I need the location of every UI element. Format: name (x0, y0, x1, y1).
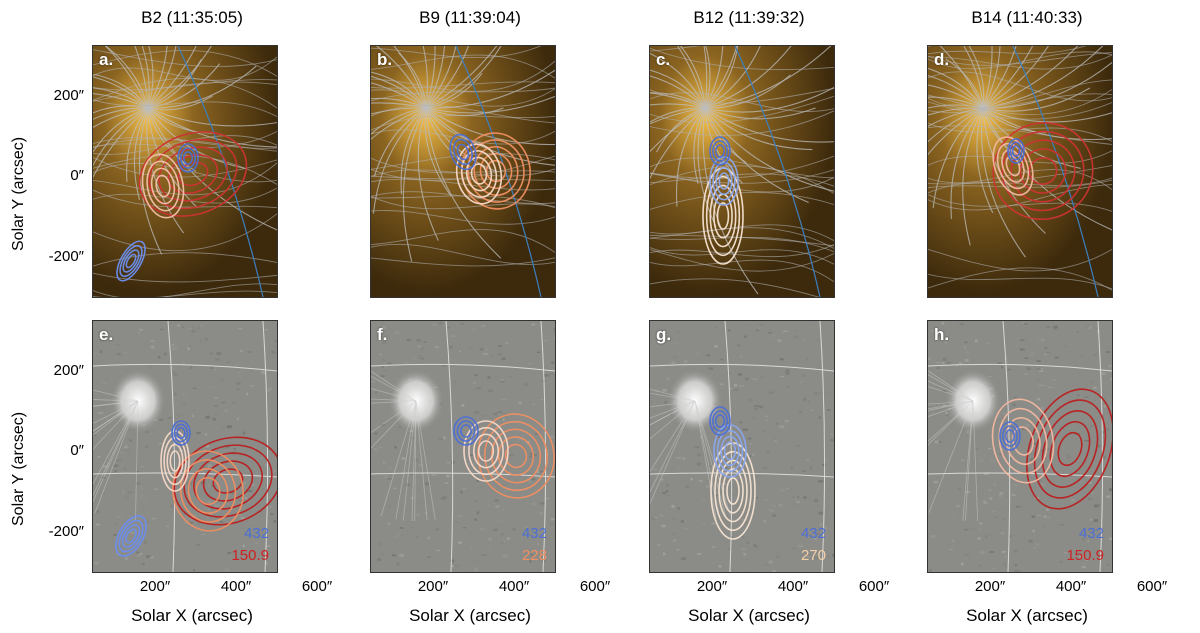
legend-high-frequency: 150.9 (231, 547, 269, 564)
x-axis-label: Solar X (arcsec) (131, 606, 253, 625)
y-tick-minus200-top: -200″ (48, 248, 84, 265)
panel-f: f. 432 228 (370, 320, 556, 573)
panel-letter: h. (934, 325, 950, 344)
x-tick-600: 600″ (579, 578, 611, 595)
aia-field-image (93, 46, 277, 297)
panel-letter: e. (99, 325, 114, 344)
aia-field-image (928, 46, 1112, 297)
legend-high-frequency: 228 (521, 547, 547, 564)
y-axis-label-bottom: Solar Y (arcsec) (10, 411, 27, 526)
panel-b: b. (370, 45, 556, 298)
panel-letter: c. (656, 50, 671, 69)
column-title-b9: B9 (11:39:04) (419, 8, 521, 27)
difference-image (650, 321, 834, 572)
legend-low-frequency: 432 (800, 525, 826, 542)
panel-letter: g. (656, 325, 672, 344)
panel-h: h. 432 150.9 (927, 320, 1113, 573)
x-tick-600: 600″ (1136, 578, 1168, 595)
legend-high-frequency: 150.9 (1066, 547, 1104, 564)
column-title-b2: B2 (11:35:05) (141, 8, 243, 27)
legend-high-frequency: 270 (800, 547, 826, 564)
x-tick-200: 200″ (696, 578, 728, 595)
y-axis-label-top: Solar Y (arcsec) (10, 136, 27, 251)
difference-image (93, 321, 277, 572)
x-tick-400: 400″ (777, 578, 809, 595)
column-title-b12: B12 (11:39:32) (693, 8, 805, 27)
x-tick-600: 600″ (858, 578, 890, 595)
x-axis-label: Solar X (arcsec) (409, 606, 531, 625)
y-tick-0-bottom: 0″ (70, 442, 84, 459)
x-tick-400: 400″ (498, 578, 530, 595)
x-tick-400: 400″ (1055, 578, 1087, 595)
y-tick-200-top: 200″ (53, 87, 84, 104)
y-tick-minus200-bottom: -200″ (48, 523, 84, 540)
x-axis-label: Solar X (arcsec) (966, 606, 1088, 625)
panel-d: d. (927, 45, 1113, 298)
panel-g: g. 432 270 (649, 320, 835, 573)
column-title-b14: B14 (11:40:33) (971, 8, 1083, 27)
y-tick-0-top: 0″ (70, 167, 84, 184)
legend-low-frequency: 432 (243, 525, 269, 542)
difference-image (371, 321, 555, 572)
x-tick-400: 400″ (220, 578, 252, 595)
aia-field-image (371, 46, 555, 297)
x-axis-label: Solar X (arcsec) (688, 606, 810, 625)
panel-a: a. (92, 45, 278, 298)
panel-c: c. (649, 45, 835, 298)
panel-letter: a. (99, 50, 114, 69)
x-tick-200: 200″ (139, 578, 171, 595)
x-tick-200: 200″ (417, 578, 449, 595)
x-tick-200: 200″ (974, 578, 1006, 595)
y-tick-200-bottom: 200″ (53, 362, 84, 379)
panel-letter: d. (934, 50, 950, 69)
panel-letter: f. (377, 325, 388, 344)
difference-image (928, 321, 1112, 572)
panel-letter: b. (377, 50, 393, 69)
legend-low-frequency: 432 (1078, 525, 1104, 542)
panel-e: e. 432 150.9 (92, 320, 278, 573)
aia-field-image (650, 46, 834, 297)
x-tick-600: 600″ (301, 578, 333, 595)
legend-low-frequency: 432 (521, 525, 547, 542)
